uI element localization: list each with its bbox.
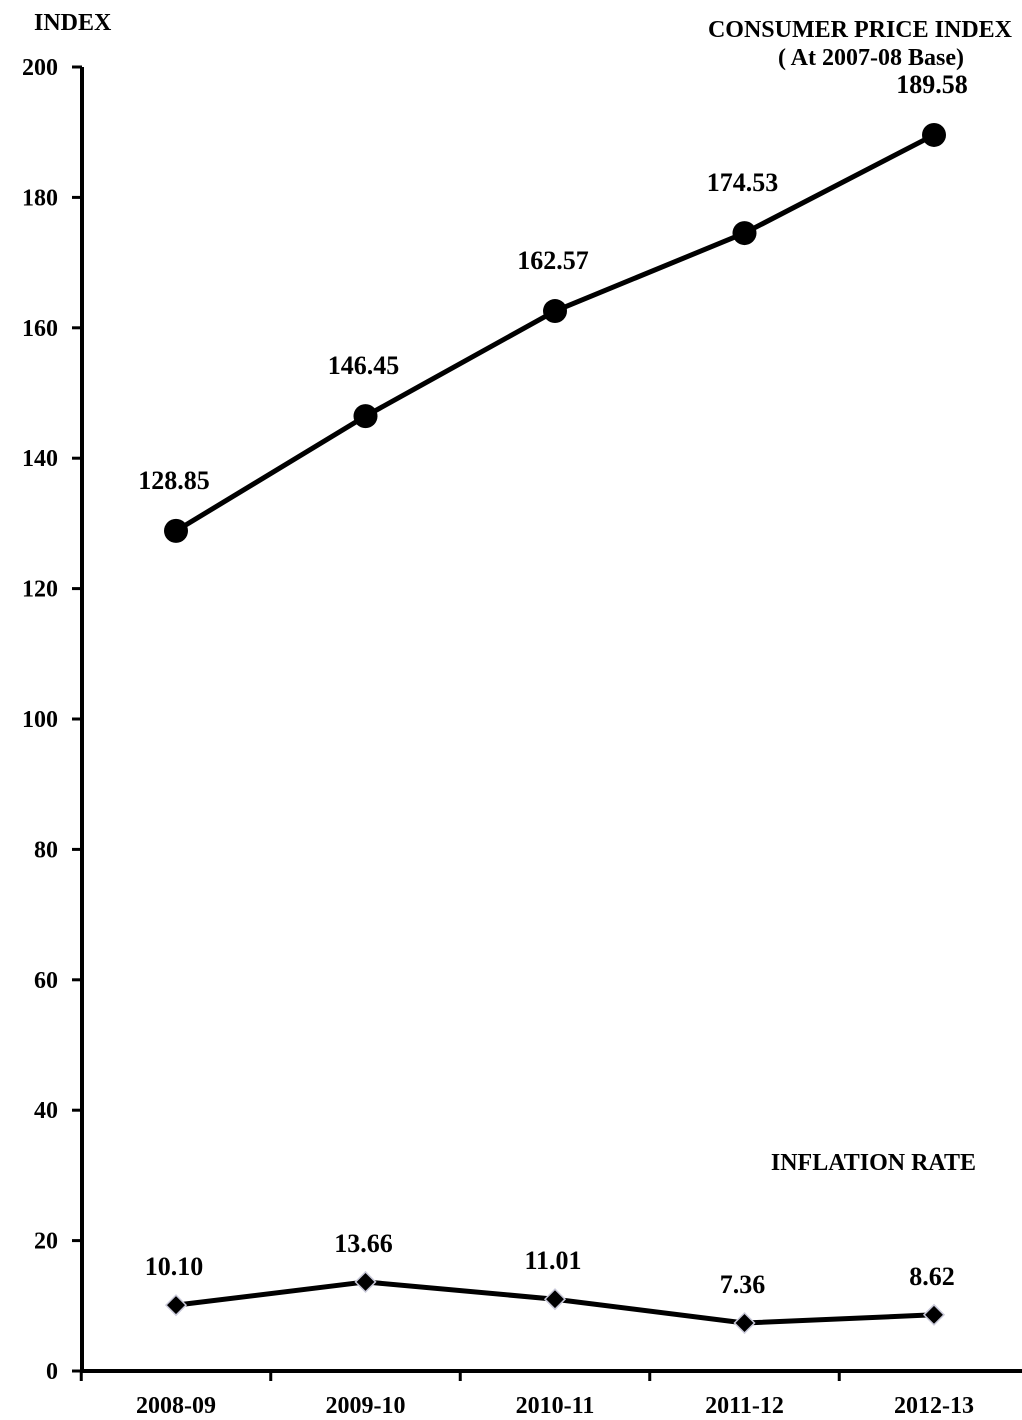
x-tick-label: 2011-12 (705, 1393, 784, 1419)
cpi-data-label: 174.53 (707, 168, 779, 197)
y-tick-label: 80 (34, 837, 58, 863)
inflation-data-label: 13.66 (334, 1229, 393, 1258)
inflation-point-marker (164, 1294, 188, 1317)
inflation-data-label: 10.10 (145, 1252, 204, 1281)
inflation-data-label: 11.01 (524, 1246, 581, 1275)
cpi-series-line (174, 132, 936, 534)
y-tick-label: 100 (22, 707, 58, 733)
y-tick-label: 60 (34, 968, 58, 994)
cpi-point-marker (164, 518, 188, 543)
cpi-data-label: 189.58 (896, 70, 968, 99)
inflation-point-marker (354, 1270, 377, 1293)
y-tick-label: 180 (22, 185, 58, 211)
cpi-point-marker (732, 221, 757, 246)
cpi-data-label: 146.45 (328, 351, 400, 380)
y-tick-label: 0 (46, 1359, 58, 1385)
inflation-point-marker (543, 1288, 567, 1311)
chart-title-block: CONSUMER PRICE INDEX ( At 2007-08 Base) (708, 16, 1012, 72)
cpi-point-marker (543, 299, 567, 324)
cpi-data-label: 128.85 (138, 466, 210, 495)
y-tick-label: 20 (34, 1229, 58, 1255)
y-tick-label: 160 (22, 316, 58, 342)
x-tick-label: 2009-10 (326, 1393, 406, 1419)
inflation-point-marker (733, 1311, 756, 1335)
cpi-point-marker (922, 122, 946, 147)
y-tick-label: 120 (22, 577, 58, 603)
inflation-rate-series-label: INFLATION RATE (770, 1150, 976, 1176)
x-tick-label: 2010-11 (516, 1393, 595, 1419)
inflation-data-label: 8.62 (909, 1262, 955, 1291)
cpi-data-label: 162.57 (517, 246, 589, 275)
y-axis-title: INDEX (34, 10, 112, 36)
inflation-point-marker (922, 1303, 946, 1326)
cpi-point-marker (353, 404, 378, 429)
inflation-data-label: 7.36 (720, 1270, 766, 1299)
chart-title: CONSUMER PRICE INDEX (707, 17, 1012, 43)
y-tick-label: 140 (22, 446, 58, 472)
chart-subtitle: ( At 2007-08 Base) (778, 45, 964, 71)
y-tick-label: 40 (34, 1098, 58, 1124)
x-tick-label: 2008-09 (136, 1393, 216, 1419)
y-tick-label: 200 (22, 55, 58, 81)
x-tick-label: 2012-13 (894, 1393, 974, 1419)
